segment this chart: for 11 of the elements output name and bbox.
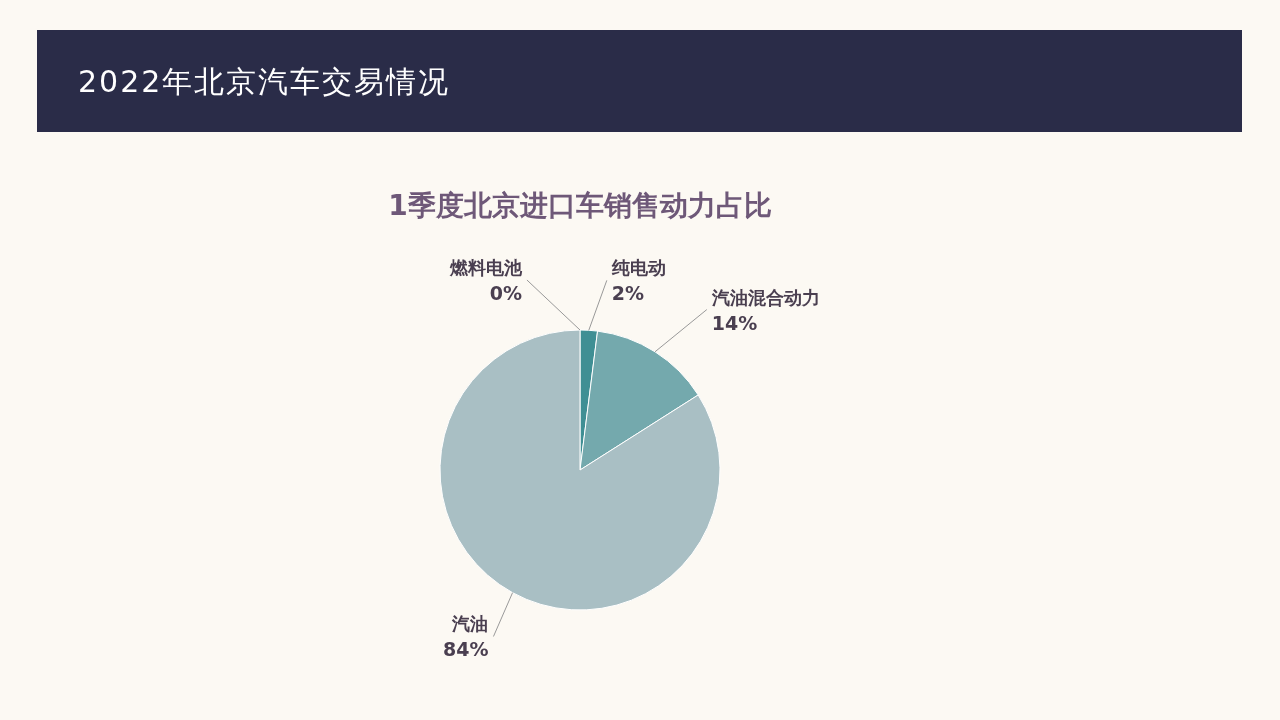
slice-label: 纯电动 [610,257,666,279]
chart-subtitle: 1季度北京进口车销售动力占比 [388,189,772,222]
chart-title: 2022年北京汽车交易情况 [78,64,451,99]
slice-label: 汽油 [451,613,489,635]
pie-slice [439,329,721,611]
data-label: 2% [611,282,645,305]
data-label: 14% [711,311,758,334]
text: 0% [489,282,522,304]
category-label: 燃料电池 [449,257,522,278]
slice-label: 汽油混合动力 [710,286,820,308]
data-label: 84% [442,638,489,661]
